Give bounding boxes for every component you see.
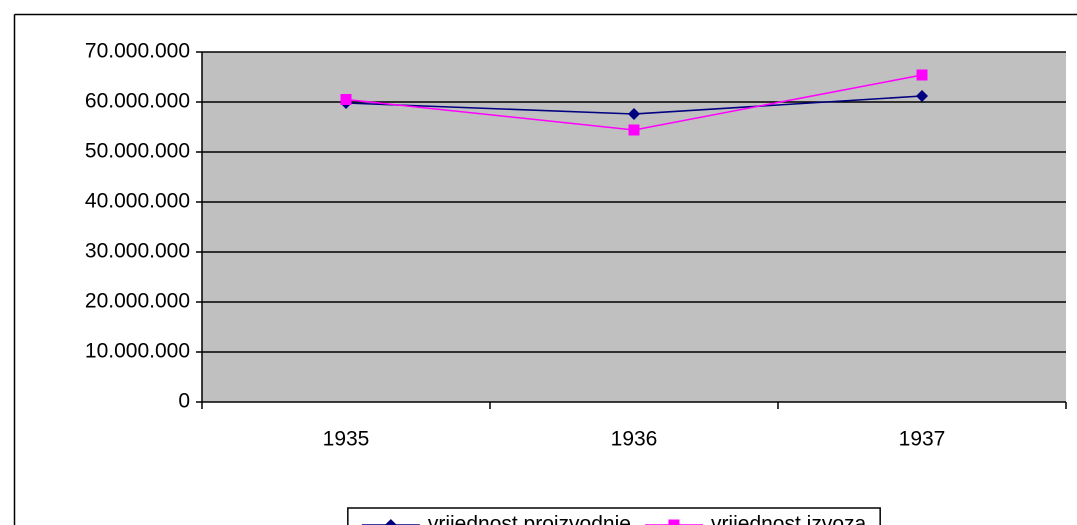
y-tick-label: 20.000.000 [85, 290, 190, 313]
x-tick-label: 1936 [611, 428, 658, 451]
marker [628, 124, 640, 136]
marker [668, 519, 680, 525]
marker [916, 90, 928, 102]
legend-item: vrijednost proizvodnje [361, 513, 631, 525]
legend-label: vrijednost proizvodnje [428, 513, 631, 525]
marker [628, 108, 640, 120]
legend-item: vrijednost izvoza [644, 513, 867, 525]
y-tick-label: 70.000.000 [85, 40, 190, 63]
x-tick-label: 1935 [323, 428, 370, 451]
legend-box [347, 507, 881, 525]
y-tick-label: 10.000.000 [85, 340, 190, 363]
marker [916, 69, 928, 81]
marker [340, 94, 352, 105]
y-tick-label: 40.000.000 [85, 190, 190, 213]
y-tick-label: 0 [178, 390, 190, 413]
y-tick-label: 50.000.000 [85, 140, 190, 163]
plot-area [202, 52, 1066, 402]
x-tick-label: 1937 [899, 428, 946, 451]
y-tick-label: 60.000.000 [85, 90, 190, 113]
legend-label: vrijednost izvoza [711, 513, 867, 525]
marker [384, 519, 397, 525]
y-tick-label: 30.000.000 [85, 240, 190, 263]
legend: vrijednost proizvodnje vrijednost izvoza [347, 507, 881, 525]
